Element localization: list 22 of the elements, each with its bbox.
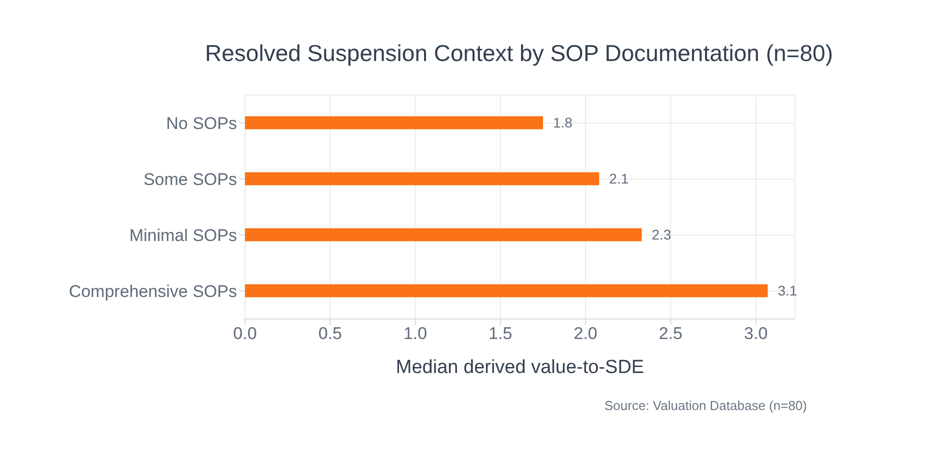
data-label: 1.8 xyxy=(552,114,573,131)
bar xyxy=(245,116,543,130)
x-axis-title: Median derived value-to-SDE xyxy=(394,357,646,379)
x-tick-label: 0.5 xyxy=(318,324,342,344)
data-label: 2.3 xyxy=(652,226,672,243)
source-note: Source: Valuation Database (n=80) xyxy=(604,398,807,413)
x-tick-label: 0.0 xyxy=(233,324,257,344)
data-label: 3.1 xyxy=(778,282,798,299)
bar xyxy=(245,228,642,242)
bar xyxy=(245,284,768,298)
x-tick-label: 1.0 xyxy=(403,324,428,344)
y-tick-label: Minimal SOPs xyxy=(129,226,237,246)
x-tick-label: 1.5 xyxy=(488,324,512,344)
x-tick-label: 3.0 xyxy=(744,324,768,344)
x-tick-label: 2.5 xyxy=(658,324,683,344)
x-tick-label: 2.0 xyxy=(574,324,598,344)
bar xyxy=(245,172,600,186)
y-tick-label: Comprehensive SOPs xyxy=(68,282,237,302)
data-label: 2.1 xyxy=(609,170,629,187)
y-tick-label: No SOPs xyxy=(166,114,237,134)
chart-title: Resolved Suspension Context by SOP Documentation (n=80) xyxy=(204,40,834,67)
y-tick-label: Some SOPs xyxy=(143,170,237,190)
